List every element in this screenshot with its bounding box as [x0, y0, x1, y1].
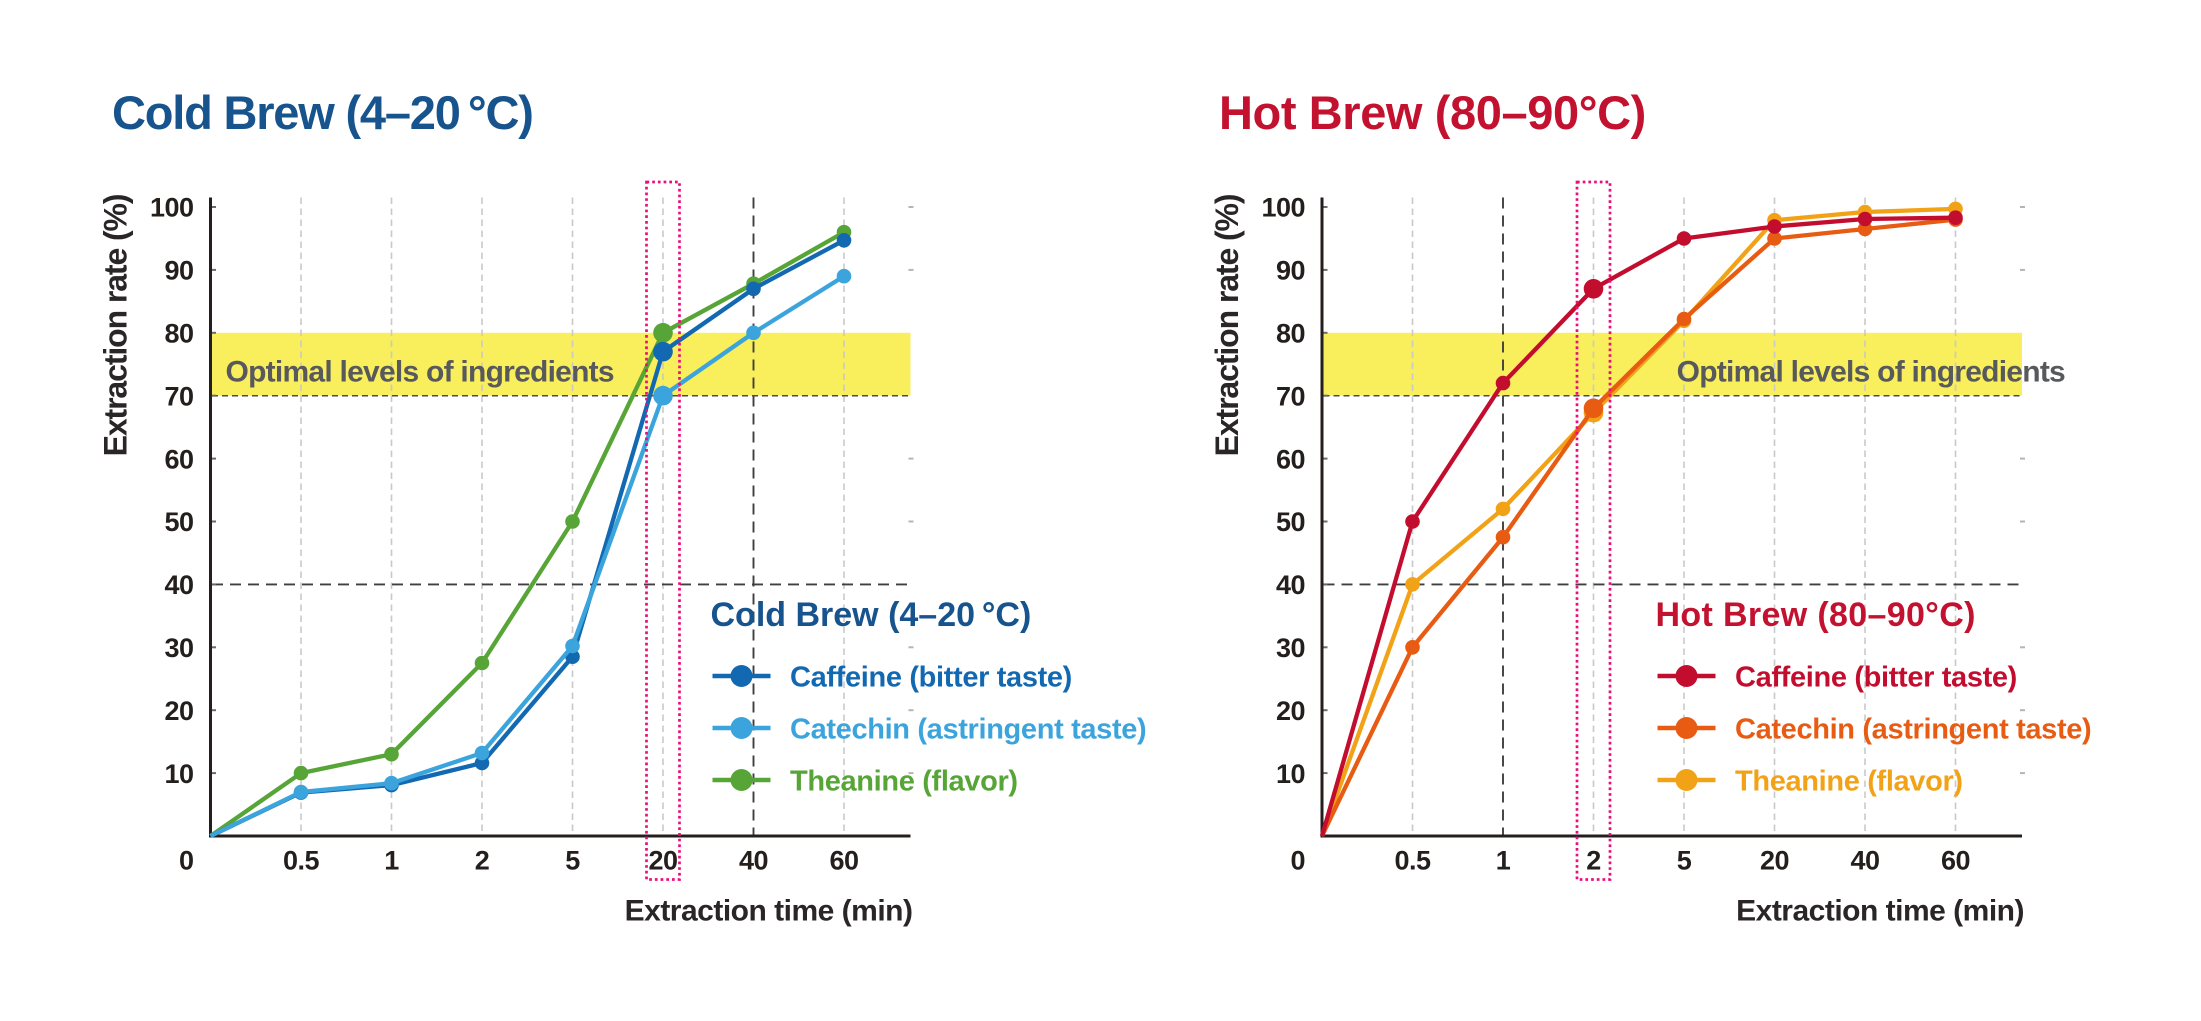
svg-text:0: 0 — [179, 846, 194, 876]
svg-text:Extraction time (min): Extraction time (min) — [625, 895, 913, 928]
svg-text:20: 20 — [1760, 846, 1789, 876]
svg-text:0.5: 0.5 — [283, 846, 320, 876]
svg-text:Hot Brew (80–90°C): Hot Brew (80–90°C) — [1656, 596, 1976, 634]
svg-text:Extraction time (min): Extraction time (min) — [1736, 895, 2024, 928]
svg-text:Extraction rate (%): Extraction rate (%) — [1209, 194, 1245, 456]
svg-text:60: 60 — [829, 846, 858, 876]
svg-text:20: 20 — [1276, 696, 1305, 726]
svg-text:40: 40 — [164, 570, 193, 600]
svg-text:0: 0 — [1290, 846, 1305, 876]
svg-text:90: 90 — [164, 256, 193, 286]
svg-text:60: 60 — [1276, 444, 1305, 474]
svg-text:Hot Brew (80–90°C): Hot Brew (80–90°C) — [1219, 86, 1646, 139]
svg-text:Catechin (astringent taste): Catechin (astringent taste) — [1735, 714, 2091, 746]
svg-text:Catechin (astringent taste): Catechin (astringent taste) — [790, 714, 1146, 746]
svg-text:Cold Brew (4–20 °C): Cold Brew (4–20 °C) — [112, 86, 533, 139]
svg-text:10: 10 — [164, 759, 193, 789]
svg-text:60: 60 — [1941, 846, 1970, 876]
svg-text:80: 80 — [164, 319, 193, 349]
svg-text:Caffeine (bitter taste): Caffeine (bitter taste) — [790, 662, 1072, 694]
svg-text:0.5: 0.5 — [1394, 846, 1431, 876]
svg-text:Extraction rate (%): Extraction rate (%) — [98, 194, 134, 456]
svg-text:70: 70 — [1276, 381, 1305, 411]
svg-text:30: 30 — [164, 633, 193, 663]
svg-text:70: 70 — [164, 381, 193, 411]
svg-text:1: 1 — [384, 846, 399, 876]
svg-text:5: 5 — [565, 846, 580, 876]
svg-text:100: 100 — [1261, 193, 1305, 223]
svg-text:Optimal levels of ingredients: Optimal levels of ingredients — [1677, 356, 2065, 389]
svg-text:Optimal levels of ingredients: Optimal levels of ingredients — [226, 356, 614, 389]
svg-text:1: 1 — [1496, 846, 1511, 876]
svg-text:Cold Brew (4–20 °C): Cold Brew (4–20 °C) — [711, 596, 1032, 634]
svg-text:90: 90 — [1276, 256, 1305, 286]
svg-text:20: 20 — [164, 696, 193, 726]
svg-text:50: 50 — [164, 507, 193, 537]
svg-text:Theanine (flavor): Theanine (flavor) — [1735, 766, 1963, 798]
svg-text:80: 80 — [1276, 319, 1305, 349]
svg-text:Theanine (flavor): Theanine (flavor) — [790, 766, 1018, 798]
svg-text:30: 30 — [1276, 633, 1305, 663]
svg-text:5: 5 — [1677, 846, 1692, 876]
svg-text:2: 2 — [475, 846, 490, 876]
svg-text:60: 60 — [164, 444, 193, 474]
svg-text:40: 40 — [1276, 570, 1305, 600]
svg-text:Caffeine (bitter taste): Caffeine (bitter taste) — [1735, 662, 2017, 694]
svg-text:2: 2 — [1586, 846, 1601, 876]
svg-text:10: 10 — [1276, 759, 1305, 789]
svg-text:40: 40 — [739, 846, 768, 876]
svg-text:50: 50 — [1276, 507, 1305, 537]
svg-text:100: 100 — [150, 193, 194, 223]
svg-text:20: 20 — [648, 846, 677, 876]
svg-text:40: 40 — [1850, 846, 1879, 876]
